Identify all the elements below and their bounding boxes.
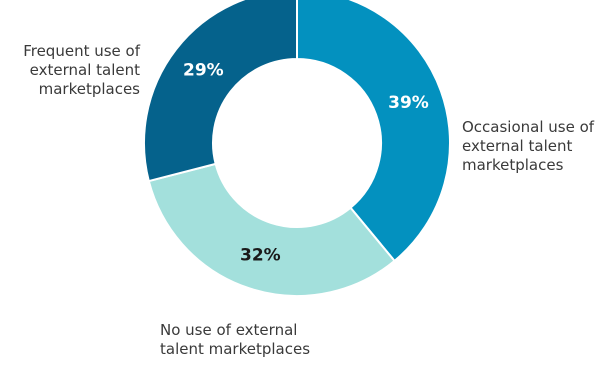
category-label-line: external talent (462, 137, 573, 155)
data-label-no-use: 32% (240, 246, 281, 266)
category-label-line: Frequent use of (23, 42, 140, 60)
slice-no-use (147, 162, 396, 297)
slice-frequent (143, 0, 298, 183)
donut-slices (143, 0, 451, 297)
category-label-no-use: No use of external talent marketplaces (160, 321, 360, 359)
slice-occasional (296, 0, 451, 263)
category-label-frequent: Frequent use of external talent marketpl… (2, 42, 140, 99)
category-label-line: marketplaces (38, 80, 140, 98)
category-label-occasional: Occasional use of external talent market… (462, 118, 607, 175)
category-label-line: Occasional use of (462, 118, 595, 136)
value-labels: 39% 32% 29% (183, 60, 429, 265)
data-label-frequent: 29% (183, 60, 224, 80)
category-label-line: marketplaces (462, 156, 564, 174)
data-label-occasional: 39% (388, 93, 429, 113)
category-label-line: No use of external (160, 321, 298, 339)
category-label-line: talent marketplaces (160, 340, 311, 358)
category-label-line: external talent (29, 61, 140, 79)
